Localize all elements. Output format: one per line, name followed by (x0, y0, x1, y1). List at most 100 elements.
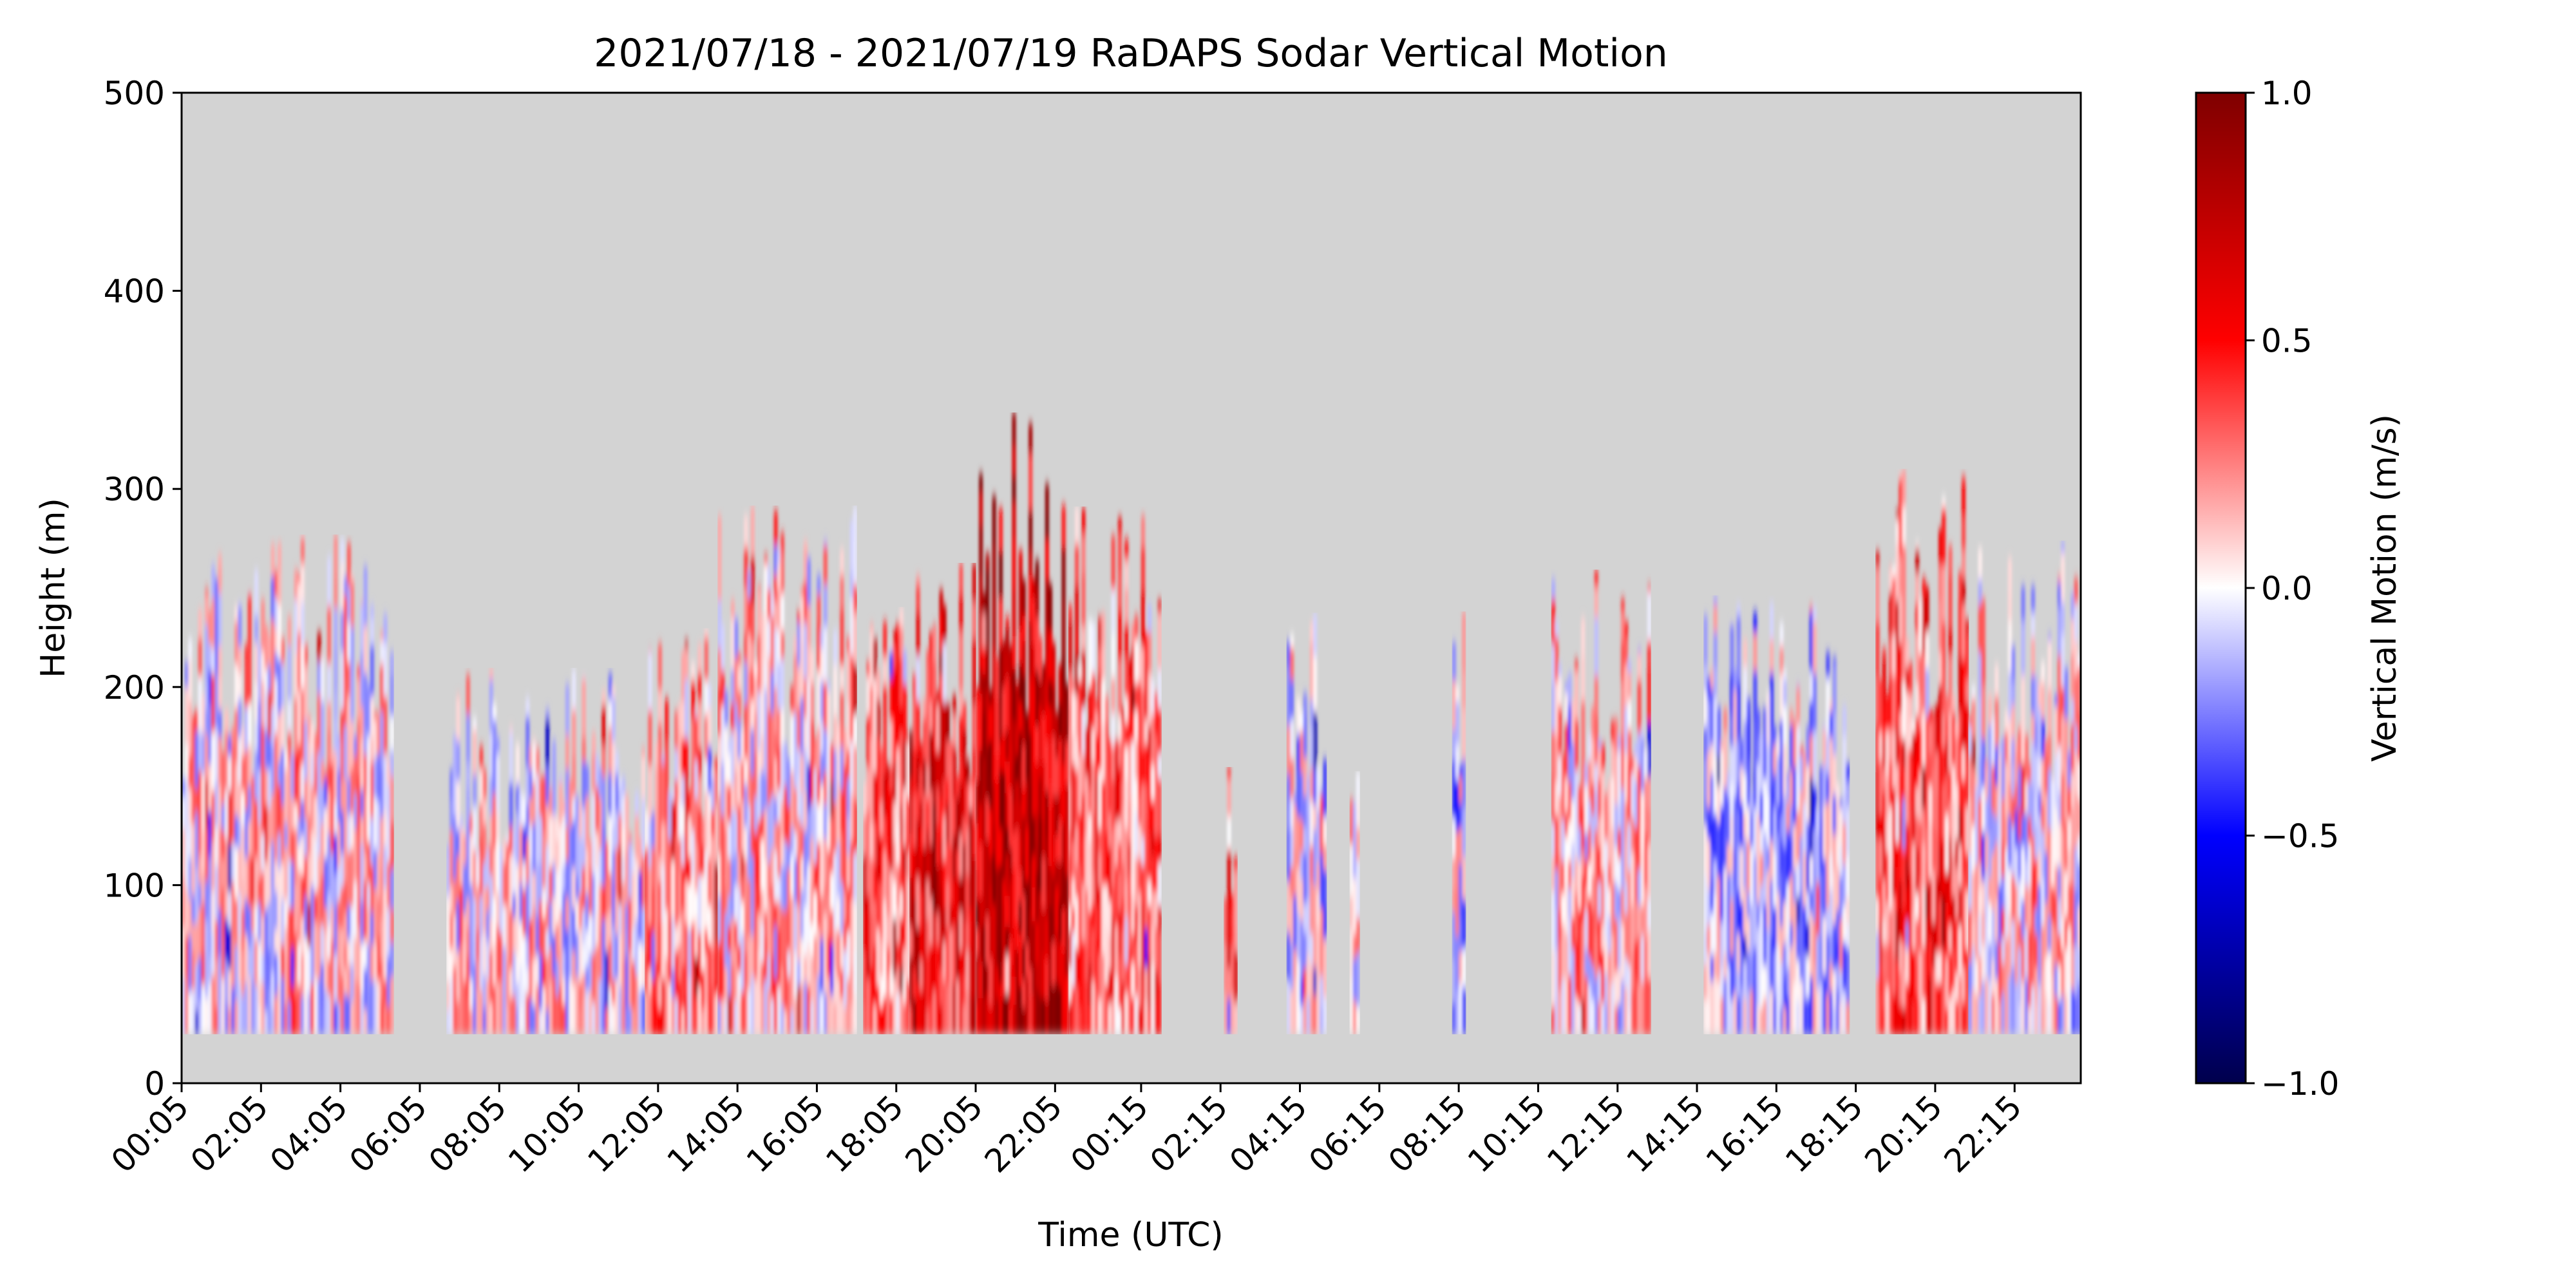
data-cell (1025, 915, 1030, 943)
data-cell (1558, 795, 1562, 855)
data-cell (191, 923, 196, 952)
data-cell (357, 805, 361, 833)
data-cell (1739, 802, 1744, 848)
data-cell (1290, 647, 1294, 680)
data-cell (1151, 799, 1155, 831)
data-cell (837, 896, 841, 932)
data-cell (241, 791, 245, 826)
data-cell (1796, 960, 1801, 1001)
data-cell (1962, 1001, 1965, 1034)
data-cell (343, 676, 348, 726)
data-cell (797, 706, 801, 750)
data-cell (2050, 974, 2055, 1034)
data-cell (773, 733, 778, 759)
data-cell (1048, 583, 1052, 632)
data-cell (2058, 706, 2061, 746)
data-cell (2054, 705, 2058, 756)
data-cell (1846, 806, 1850, 857)
data-cell (343, 994, 348, 1034)
data-cell (2074, 994, 2078, 1034)
data-cell (1101, 612, 1106, 646)
data-cell (1032, 686, 1036, 728)
data-cell (185, 778, 189, 833)
data-cell (1045, 705, 1049, 741)
data-cell (608, 872, 612, 911)
data-cell (1882, 656, 1886, 708)
data-cell (694, 712, 699, 717)
data-cell (1879, 814, 1883, 839)
data-cell (820, 721, 824, 754)
data-cell (631, 927, 636, 962)
data-cell (1611, 881, 1615, 935)
data-cell (1915, 547, 1920, 574)
data-cell (211, 647, 216, 674)
data-cell (1088, 757, 1092, 788)
data-cell (1759, 734, 1764, 737)
data-cell (1114, 796, 1119, 822)
data-cell (618, 786, 623, 815)
data-cell (314, 732, 318, 770)
data-cell (1300, 878, 1304, 922)
data-cell (327, 833, 331, 893)
data-cell (764, 689, 768, 728)
data-cell (628, 1007, 632, 1034)
data-cell (310, 752, 315, 787)
data-cell (450, 912, 454, 950)
data-cell (585, 765, 589, 797)
data-cell (813, 808, 818, 864)
data-cell (969, 809, 973, 854)
data-cell (334, 691, 338, 719)
data-cell (869, 1001, 874, 1034)
data-cell (1098, 717, 1103, 770)
data-cell (2038, 790, 2042, 816)
data-cell (803, 622, 808, 679)
data-cell (1578, 1003, 1582, 1034)
data-cell (261, 650, 265, 682)
data-cell (1759, 735, 1764, 793)
data-cell (1068, 854, 1072, 905)
data-cell (1911, 880, 1916, 910)
data-cell (1594, 885, 1598, 935)
data-cell (300, 536, 305, 565)
data-cell (1716, 904, 1721, 947)
data-cell (1925, 992, 1929, 1034)
data-cell (208, 856, 213, 898)
data-cell (1084, 980, 1089, 1034)
data-cell (1296, 815, 1301, 868)
data-cell (1962, 549, 1965, 579)
data-cell (1131, 841, 1135, 896)
data-cell (1971, 698, 1976, 739)
data-cell (757, 750, 761, 777)
data-cell (1710, 954, 1714, 981)
data-cell (730, 811, 735, 860)
data-cell (737, 944, 742, 972)
data-cell (254, 682, 258, 722)
data-cell (343, 576, 348, 596)
data-cell (1965, 760, 1969, 807)
data-cell (1922, 766, 1926, 809)
data-cell (939, 838, 943, 888)
data-cell (611, 980, 616, 1005)
data-cell (1052, 985, 1056, 1034)
data-cell (479, 895, 484, 938)
data-cell (1323, 816, 1327, 846)
data-cell (1313, 804, 1318, 830)
data-cell (843, 765, 848, 819)
data-cell (1892, 633, 1897, 676)
data-cell (734, 947, 738, 1001)
data-cell (982, 840, 987, 879)
data-cell (2011, 967, 2016, 1009)
data-cell (1637, 904, 1642, 936)
data-cell (1776, 804, 1781, 835)
data-cell (314, 795, 318, 840)
data-cell (1730, 954, 1734, 1000)
data-cell (1061, 718, 1066, 764)
data-cell (876, 699, 880, 737)
data-cell (1131, 996, 1135, 1034)
data-cell (2067, 786, 2072, 819)
data-cell (648, 710, 652, 766)
data-cell (903, 683, 907, 741)
data-cell (959, 783, 963, 835)
data-cell (711, 810, 715, 837)
data-cell (810, 759, 815, 803)
